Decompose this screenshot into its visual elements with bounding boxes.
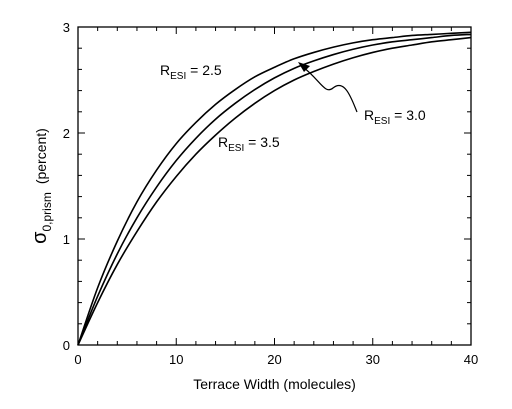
curve-label-2-5-value: = 2.5 (186, 62, 222, 78)
y-tick-label-1: 1 (63, 232, 70, 247)
curve-label-3-0-sub: ESI (374, 116, 390, 127)
series-line-1 (77, 33, 472, 346)
curve-label-2-5-sub: ESI (170, 71, 186, 82)
curve-label-2-5-main: R (160, 62, 170, 78)
x-tick-label-2: 20 (267, 352, 281, 367)
curves-group (77, 31, 472, 346)
x-tick-label-0: 0 (74, 352, 81, 367)
annotation-arrowhead (298, 62, 310, 72)
curve-label-3-0-value: = 3.0 (390, 107, 426, 123)
y-tick-label-3: 3 (63, 20, 70, 35)
curve-label-3-5-sub: ESI (228, 143, 244, 154)
curve-label-3-0-main: R (364, 107, 374, 123)
y-axis-title: σ0,prism (percent) (29, 128, 54, 244)
curve-label-3-5: RESI = 3.5 (218, 134, 280, 154)
x-tick-label-1: 10 (169, 352, 183, 367)
annotation-leader-line (302, 66, 358, 113)
y-axis-title-subscript: 0,prism (40, 192, 54, 231)
curve-label-2-5: RESI = 2.5 (160, 62, 222, 82)
curve-label-3-5-main: R (218, 134, 228, 150)
curve-label-3-0: RESI = 3.0 (364, 107, 426, 127)
y-axis-title-unit: (percent) (33, 128, 49, 184)
plot-frame (77, 26, 472, 346)
y-tick-label-0: 0 (63, 338, 70, 353)
curve-label-3-5-value: = 3.5 (244, 134, 280, 150)
series-line-0 (77, 31, 472, 346)
x-tick-label-3: 30 (366, 352, 380, 367)
ticks-group: 0 10 20 30 40 0 1 2 3 (63, 20, 478, 367)
y-tick-label-2: 2 (63, 126, 70, 141)
y-axis-title-symbol: σ (29, 231, 51, 244)
x-axis-title: Terrace Width (molecules) (193, 376, 356, 392)
x-tick-label-4: 40 (464, 352, 478, 367)
series-line-2 (77, 36, 472, 346)
